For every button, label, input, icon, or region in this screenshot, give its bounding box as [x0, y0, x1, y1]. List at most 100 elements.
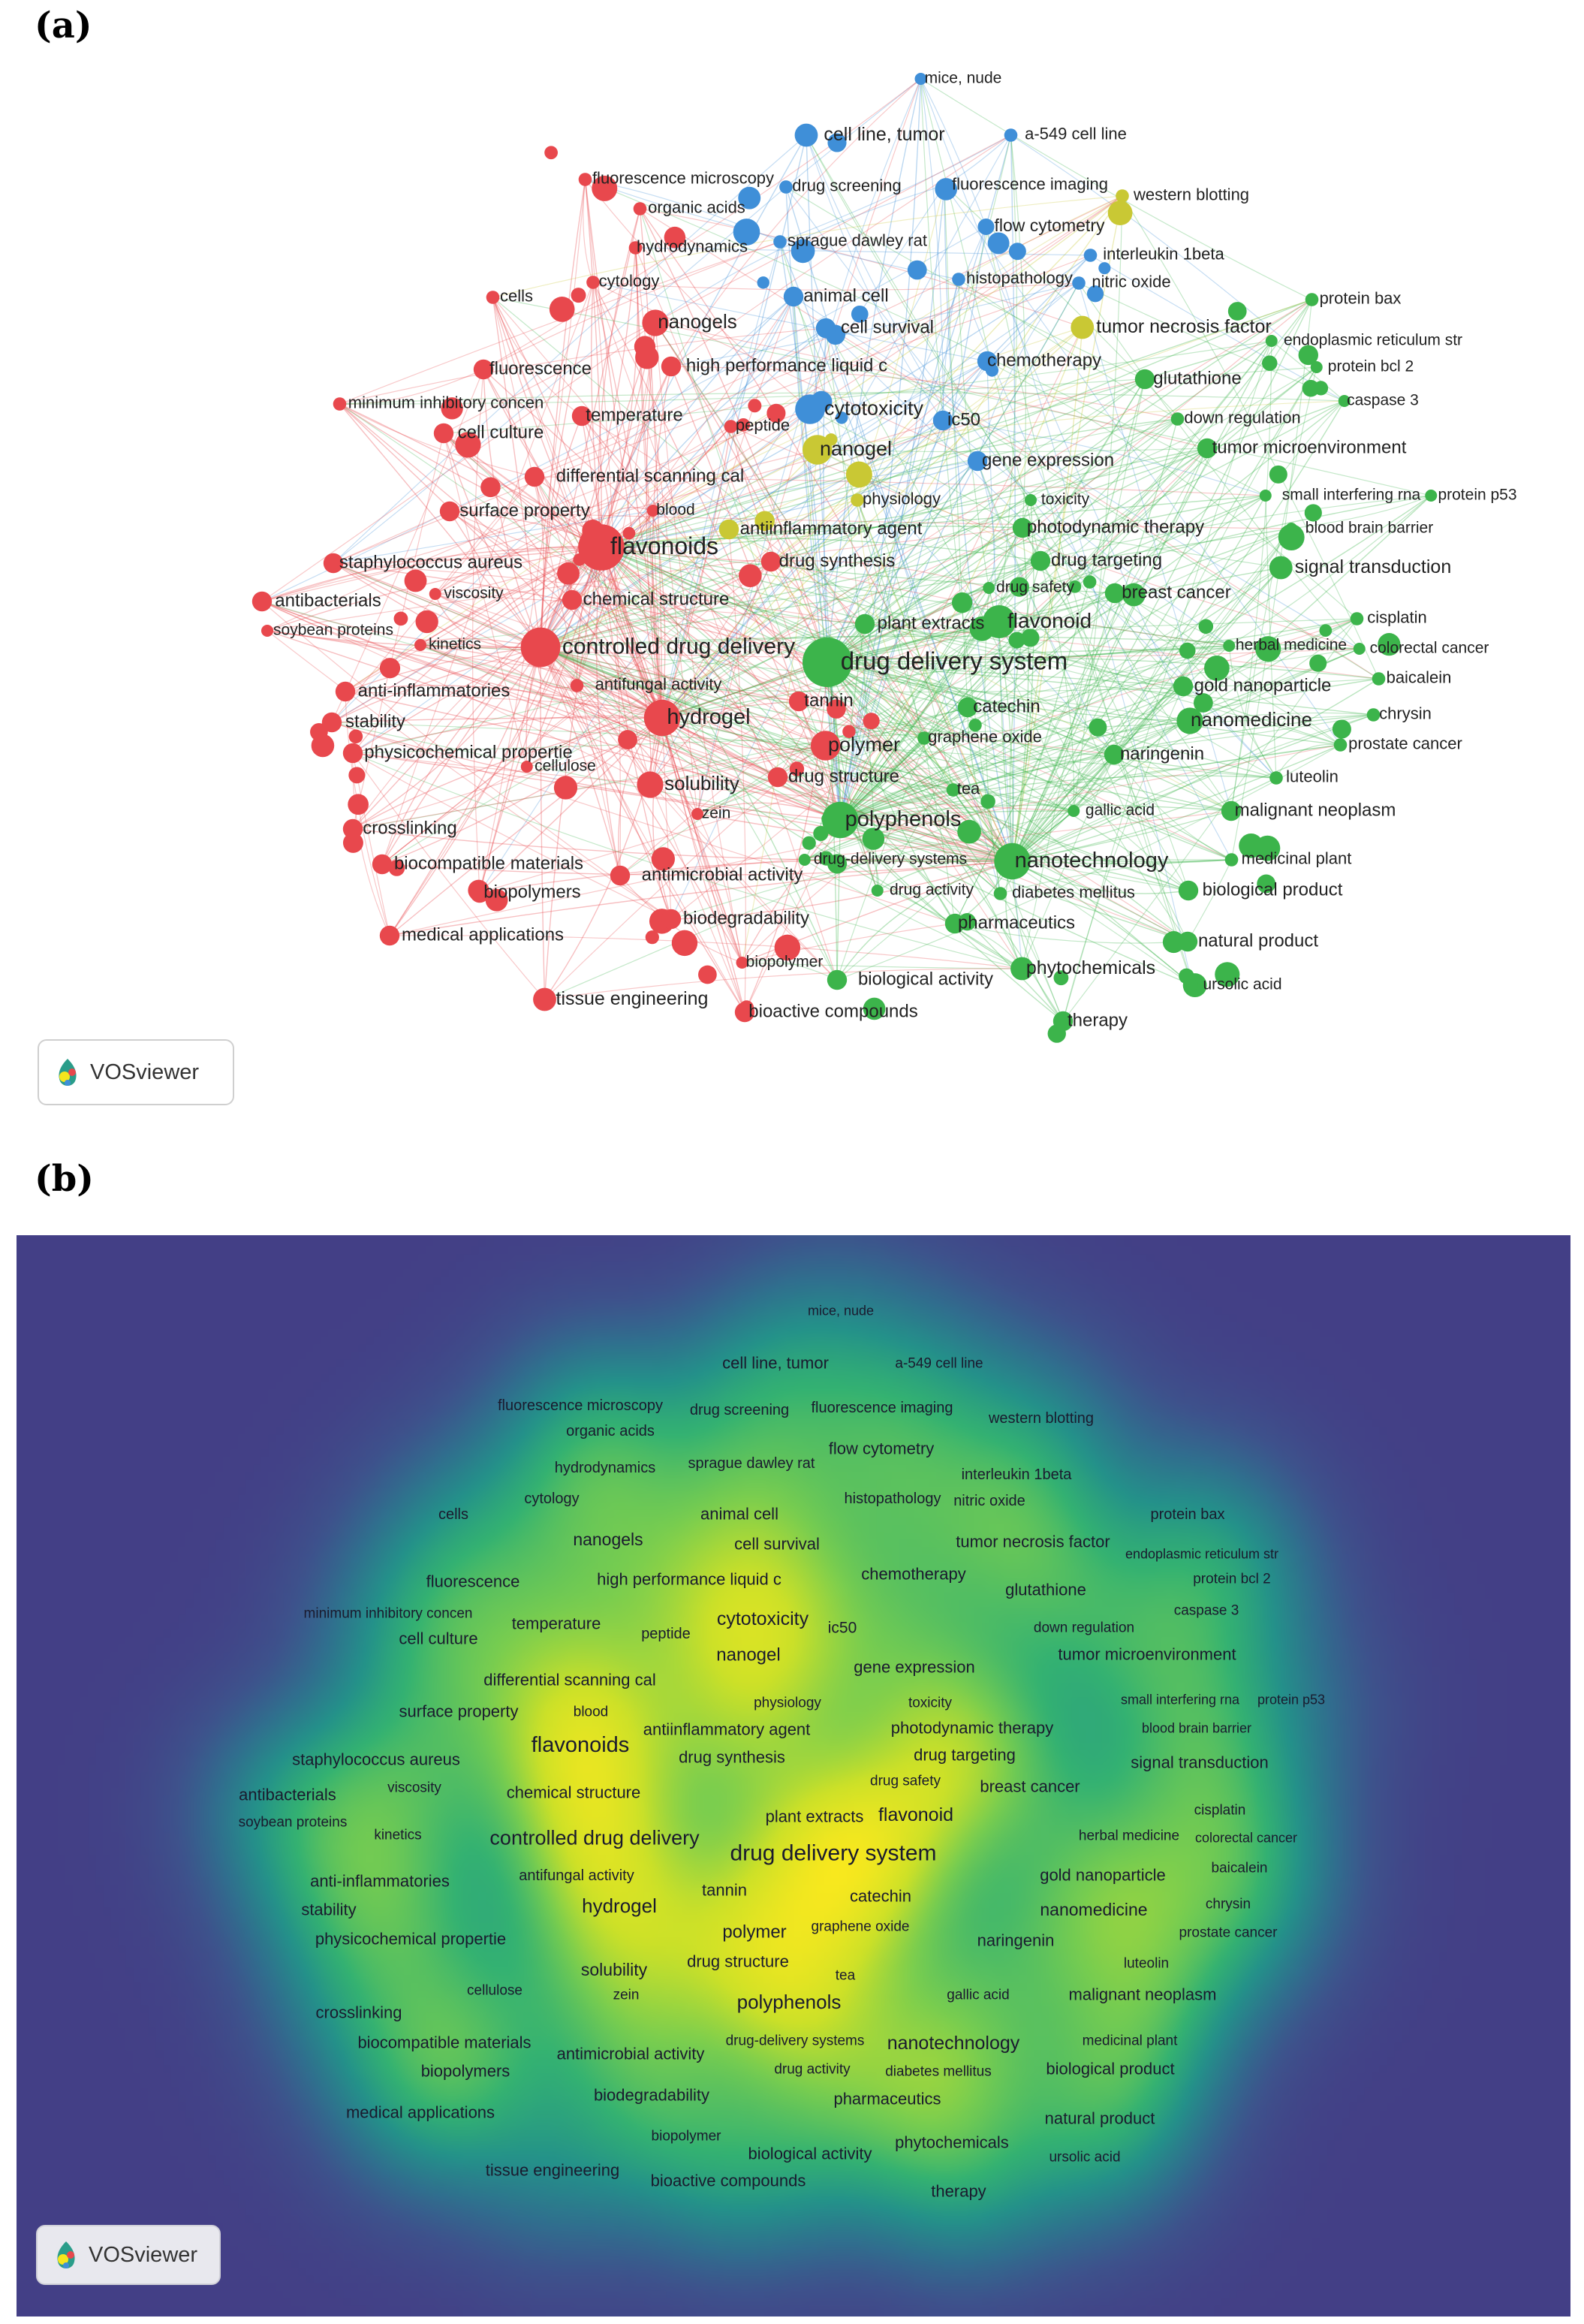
keyword-label[interactable]: protein bcl 2	[1328, 357, 1414, 375]
network-node[interactable]	[628, 241, 643, 255]
density-keyword-label[interactable]: drug-delivery systems	[726, 2033, 865, 2049]
density-keyword-label[interactable]: medical applications	[346, 2103, 495, 2122]
network-node[interactable]	[1366, 708, 1381, 722]
network-node[interactable]	[646, 505, 659, 517]
density-keyword-label[interactable]: crosslinking	[316, 2003, 402, 2022]
density-keyword-label[interactable]: soybean proteins	[239, 1815, 348, 1831]
keyword-label[interactable]: catechin	[973, 696, 1040, 716]
network-node[interactable]	[783, 286, 804, 307]
density-keyword-label[interactable]: endoplasmic reticulum str	[1125, 1546, 1278, 1561]
network-node[interactable]	[794, 123, 818, 147]
keyword-label[interactable]: malignant neoplasm	[1235, 800, 1396, 820]
keyword-label[interactable]: small interfering rna	[1282, 486, 1421, 503]
network-node[interactable]	[854, 613, 875, 635]
keyword-label[interactable]: hydrodynamics	[637, 237, 748, 256]
keyword-label[interactable]: gallic acid	[1086, 801, 1155, 818]
keyword-label[interactable]: medical applications	[402, 924, 564, 945]
keyword-label[interactable]: antimicrobial activity	[642, 864, 803, 885]
density-keyword-label[interactable]: differential scanning cal	[483, 1671, 656, 1689]
density-keyword-label[interactable]: caspase 3	[1174, 1603, 1239, 1619]
keyword-label[interactable]: graphene oxide	[928, 728, 1042, 746]
keyword-label[interactable]: cell survival	[841, 317, 934, 337]
network-node[interactable]	[1134, 369, 1155, 390]
density-keyword-label[interactable]: organic acids	[566, 1423, 655, 1439]
keyword-label[interactable]: pharmaceutics	[958, 912, 1075, 933]
network-node[interactable]	[802, 435, 833, 465]
network-node[interactable]	[779, 180, 793, 194]
keyword-label[interactable]: drug synthesis	[779, 550, 896, 571]
network-node[interactable]	[1338, 395, 1351, 407]
density-keyword-label[interactable]: drug synthesis	[679, 1748, 785, 1767]
network-node[interactable]	[643, 699, 681, 737]
density-keyword-label[interactable]: physicochemical propertie	[315, 1930, 506, 1949]
network-node[interactable]	[578, 173, 592, 186]
keyword-label[interactable]: colorectal cancer	[1370, 639, 1489, 656]
density-keyword-label[interactable]: surface property	[399, 1702, 519, 1721]
keyword-label[interactable]: drug activity	[890, 881, 974, 898]
keyword-label[interactable]: blood	[656, 501, 694, 518]
network-node[interactable]	[1030, 550, 1051, 571]
density-keyword-label[interactable]: drug structure	[687, 1952, 789, 1971]
network-node[interactable]	[333, 397, 347, 411]
density-keyword-label[interactable]: tissue engineering	[486, 2161, 620, 2180]
network-node[interactable]	[983, 582, 995, 594]
density-keyword-label[interactable]: antimicrobial activity	[557, 2045, 705, 2063]
density-keyword-label[interactable]: biocompatible materials	[357, 2033, 531, 2052]
density-keyword-label[interactable]: drug safety	[870, 1774, 941, 1789]
network-node[interactable]	[773, 235, 787, 249]
density-keyword-label[interactable]: gene expression	[854, 1658, 974, 1677]
density-keyword-label[interactable]: pharmaceutics	[833, 2090, 941, 2108]
keyword-label[interactable]: nanogels	[658, 310, 737, 333]
keyword-label[interactable]: herbal medicine	[1236, 636, 1347, 653]
network-node[interactable]	[967, 451, 988, 472]
density-keyword-label[interactable]: therapy	[931, 2182, 986, 2201]
network-node[interactable]	[251, 591, 273, 612]
density-keyword-label[interactable]: ic50	[828, 1619, 857, 1636]
keyword-label[interactable]: signal transduction	[1295, 556, 1451, 577]
keyword-label[interactable]: bioactive compounds	[748, 1001, 917, 1021]
network-node[interactable]	[1173, 676, 1194, 697]
network-node[interactable]	[1186, 979, 1198, 991]
density-keyword-label[interactable]: biopolymers	[421, 2062, 510, 2081]
density-keyword-label[interactable]: sprague dawley rat	[688, 1455, 815, 1472]
network-node[interactable]	[1010, 957, 1034, 981]
density-keyword-label[interactable]: catechin	[850, 1887, 911, 1906]
network-node[interactable]	[342, 743, 363, 764]
keyword-label[interactable]: minimum inhibitory concen	[348, 393, 544, 412]
density-keyword-label[interactable]: antiinflammatory agent	[643, 1720, 811, 1739]
keyword-label[interactable]: drug screening	[792, 176, 902, 195]
network-node[interactable]	[977, 219, 995, 235]
network-node[interactable]	[810, 731, 841, 761]
vosviewer-badge[interactable]: VOSviewer	[38, 1039, 234, 1105]
keyword-label[interactable]: glutathione	[1153, 368, 1241, 388]
network-node[interactable]	[1269, 771, 1283, 785]
density-keyword-label[interactable]: nanomedicine	[1040, 1900, 1147, 1919]
network-node[interactable]	[570, 679, 584, 692]
density-keyword-label[interactable]: temperature	[512, 1614, 601, 1633]
network-node[interactable]	[917, 731, 931, 745]
network-node[interactable]	[1350, 612, 1364, 625]
density-keyword-label[interactable]: tumor necrosis factor	[956, 1533, 1110, 1551]
keyword-label[interactable]: soybean proteins	[273, 621, 393, 638]
keyword-label[interactable]: histopathology	[966, 269, 1073, 288]
keyword-label[interactable]: naringenin	[1120, 743, 1204, 764]
network-node[interactable]	[1176, 707, 1203, 734]
network-node[interactable]	[1265, 335, 1278, 347]
network-node[interactable]	[586, 276, 600, 289]
network-node[interactable]	[815, 318, 836, 339]
keyword-label[interactable]: gold nanoparticle	[1194, 675, 1332, 695]
network-node[interactable]	[914, 73, 927, 85]
density-keyword-label[interactable]: viscosity	[387, 1780, 441, 1796]
density-keyword-label[interactable]: nanogels	[573, 1530, 643, 1549]
density-keyword-label[interactable]: peptide	[641, 1626, 691, 1642]
density-keyword-label[interactable]: toxicity	[908, 1696, 953, 1711]
network-node[interactable]	[734, 1002, 755, 1023]
network-node[interactable]	[637, 771, 664, 798]
keyword-label[interactable]: protein bax	[1320, 289, 1402, 308]
density-keyword-label[interactable]: chemical structure	[507, 1783, 641, 1802]
keyword-label[interactable]: drug delivery system	[841, 647, 1068, 675]
keyword-label[interactable]: organic acids	[648, 198, 745, 217]
keyword-label[interactable]: controlled drug delivery	[562, 635, 795, 659]
density-keyword-label[interactable]: controlled drug delivery	[489, 1826, 700, 1849]
network-node[interactable]	[691, 808, 703, 820]
